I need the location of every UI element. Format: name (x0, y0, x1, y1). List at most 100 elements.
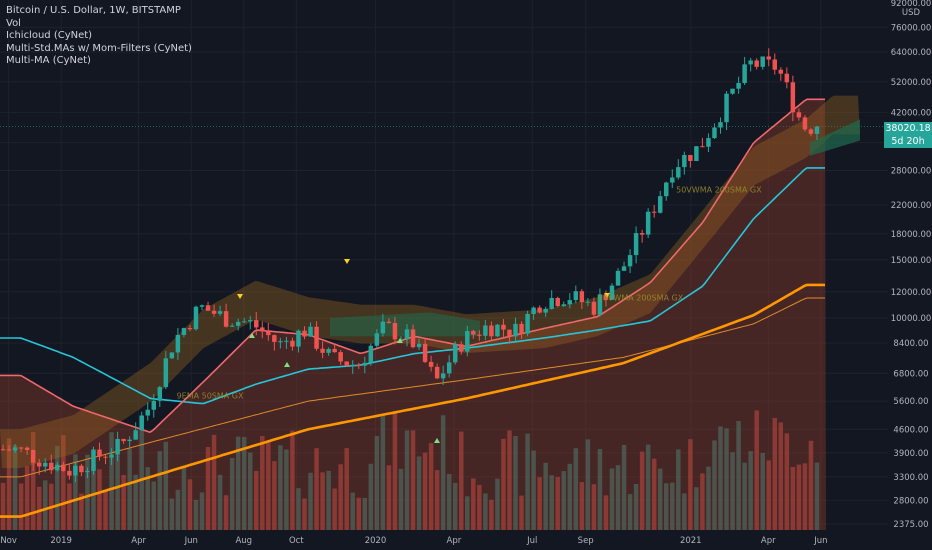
candle-body (495, 324, 500, 337)
candle-body (187, 328, 193, 330)
volume-bar (603, 495, 609, 530)
candle-body (477, 334, 482, 336)
candle-body (55, 464, 60, 471)
volume-bar (205, 447, 211, 530)
volume-bar (730, 452, 735, 530)
symbol-title[interactable]: Bitcoin / U.S. Dollar, 1W, BITSTAMP (6, 5, 181, 16)
candle-body (766, 56, 771, 60)
volume-bar (314, 448, 319, 530)
volume-bar (742, 462, 747, 530)
buy-signal-marker (434, 438, 440, 443)
last-price-value: 38020.18 (885, 123, 931, 134)
time-axis-label: 2020 (365, 536, 387, 546)
candle-body (706, 138, 711, 147)
volume-bar (489, 499, 494, 530)
volume-bar (278, 445, 283, 530)
candlesticks (0, 48, 820, 483)
candle-body (657, 196, 663, 213)
candle-body (380, 321, 386, 334)
candle-body (567, 300, 573, 305)
volume-bar (688, 439, 693, 530)
volume-bar (296, 488, 301, 530)
volume-bar (459, 431, 464, 530)
candle-body (537, 307, 542, 313)
candle-body (688, 154, 693, 161)
candle-body (254, 320, 259, 328)
volume-bar (24, 465, 30, 530)
volume-bar (639, 451, 645, 530)
candle-body (115, 438, 120, 455)
volume-bar (386, 465, 392, 530)
candle-body (12, 447, 18, 451)
volume-bar (266, 441, 271, 530)
candle-body (410, 329, 416, 348)
signal-annotation: 9EMA 50SMA GX (177, 392, 244, 401)
candle-body (615, 270, 621, 286)
candle-body (43, 462, 48, 467)
candle-body (718, 122, 723, 128)
candle-body (465, 331, 470, 352)
candle-body (241, 321, 247, 323)
volume-bar (338, 464, 343, 530)
candle-body (247, 320, 253, 322)
volume-bar (670, 482, 675, 530)
price-axis-label: 18000.00 (891, 230, 932, 240)
candle-body (121, 438, 126, 442)
price-axis-label: 64000.00 (891, 48, 932, 58)
candle-body (344, 361, 349, 366)
candle-body (49, 462, 54, 471)
volume-bar (109, 432, 114, 530)
candle-body (808, 129, 814, 134)
candle-body (585, 301, 591, 303)
signal-annotation: 50VWMA 200SMA GX (676, 186, 762, 195)
volume-bar (380, 413, 386, 530)
volume-bar (465, 496, 470, 530)
volume-bar (718, 426, 723, 530)
candle-body (736, 83, 741, 89)
volume-bar (121, 474, 126, 530)
volume-bar (12, 445, 18, 530)
time-axis[interactable]: Nov 2019 Apr Jun Aug Oct 2020 Apr Jul Sep 2021 Apr J… (0, 530, 932, 550)
legend-vol[interactable]: Vol (6, 17, 21, 29)
price-axis-label: 2375.00 (893, 520, 928, 530)
volume-bar (79, 493, 84, 530)
candle-body (609, 285, 615, 300)
price-axis-label: 42000.00 (891, 108, 932, 118)
legend-ichicloud[interactable]: Ichicloud (CyNet) (6, 30, 93, 41)
candle-body (531, 307, 536, 314)
sell-signal-marker (237, 294, 243, 299)
time-axis-label: Jun (813, 536, 827, 546)
ma-slow-thick (0, 283, 825, 518)
volume-bar (422, 452, 428, 530)
bar-countdown: 5d 20h (891, 135, 925, 147)
volume-bar (55, 445, 60, 530)
volume-bar (609, 468, 615, 530)
volume-bar (217, 474, 223, 530)
candle-body (579, 291, 585, 303)
candle-body (386, 321, 392, 323)
legend-multi-std-mas[interactable]: Multi-Std.MAs w/ Mom-Filters (CyNet) (6, 42, 192, 54)
price-axis-top-label: 92000.00 (891, 0, 932, 9)
volume-bar (579, 482, 585, 530)
volume-bar (0, 482, 6, 530)
time-axis-label: Apr (447, 536, 462, 546)
candle-body (712, 127, 717, 139)
volume-bar (247, 452, 253, 530)
time-axis-label: Apr (131, 536, 146, 546)
volume-bar (332, 488, 337, 530)
volume-bar (796, 464, 802, 530)
candle-body (85, 470, 90, 473)
candle-body (338, 352, 343, 362)
volume-bar (712, 440, 717, 530)
candle-body (181, 328, 187, 335)
price-axis-label: 52000.00 (891, 78, 932, 88)
candle-body (223, 311, 229, 327)
volume-bar (700, 473, 705, 530)
volume-bar (507, 430, 512, 530)
volume-bar (452, 482, 458, 530)
volume-bar (133, 474, 138, 530)
volume-bar (682, 493, 687, 530)
legend-multi-ma[interactable]: Multi-MA (CyNet) (6, 55, 91, 66)
